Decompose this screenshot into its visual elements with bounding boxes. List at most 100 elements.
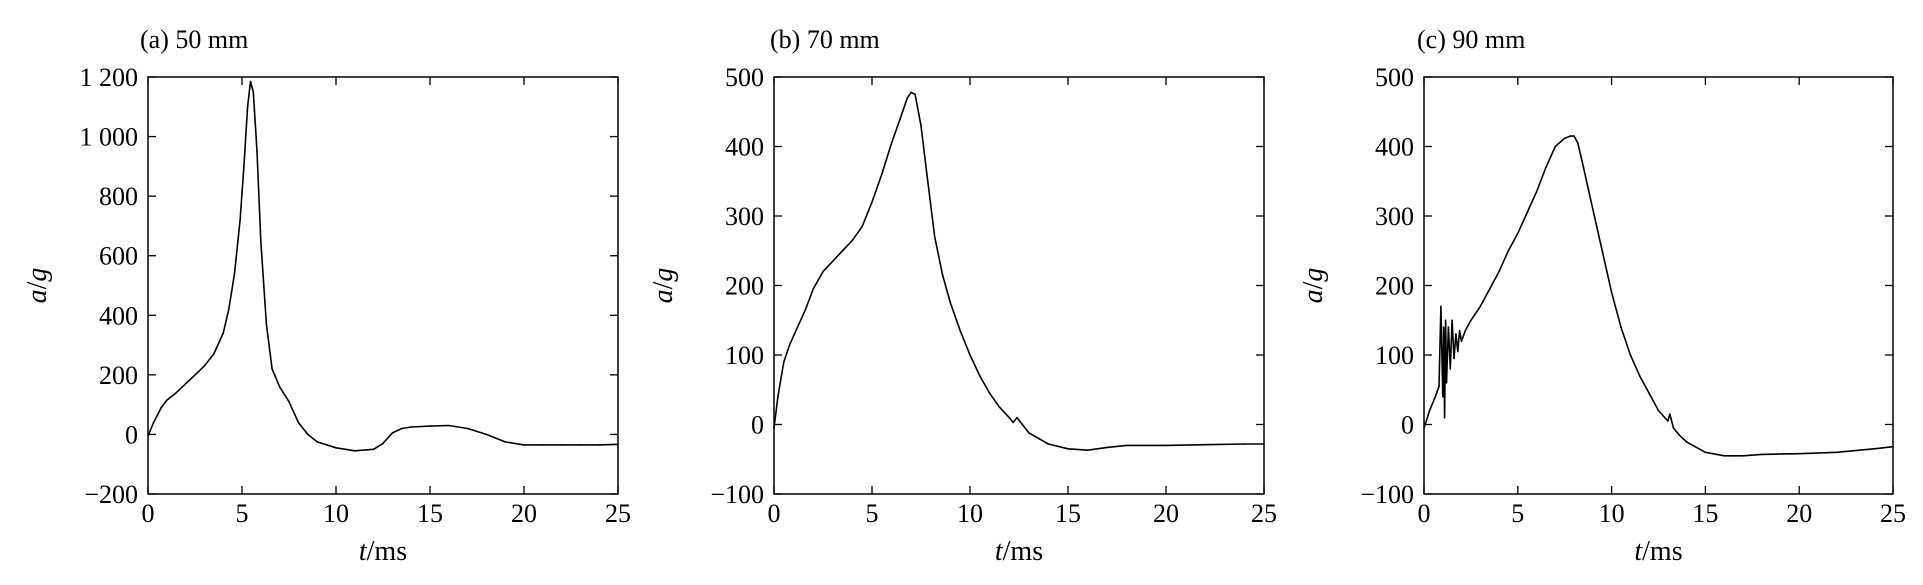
panel-3-series-point — [1678, 434, 1680, 436]
panel-2-series-point — [788, 343, 791, 346]
panel-3-series-point — [1442, 326, 1445, 329]
panel-3-series-point — [1443, 416, 1446, 419]
panel-1-series-point — [260, 240, 262, 242]
panel-1-series-point — [166, 399, 168, 402]
panel-1-ytick-label: 200 — [99, 361, 138, 390]
panel-1-ytick-label: 400 — [99, 301, 138, 330]
panel-3-ytick-label: 200 — [1375, 272, 1414, 301]
panel-1-xtick-label: 20 — [511, 499, 537, 528]
panel-3-series-point — [1479, 305, 1482, 308]
panel-3-x-axis-label: t/ms — [1634, 536, 1682, 567]
panel-2-series-point — [926, 173, 928, 176]
panel-2-series-point — [900, 114, 903, 116]
panel-2-series-point — [1016, 416, 1018, 419]
panel-1-series-point — [152, 421, 155, 424]
panel-1-series-point — [372, 448, 375, 451]
panel-1-series-point — [297, 421, 300, 424]
panel-3-series-point — [1569, 135, 1572, 137]
panel-1-series-point — [228, 308, 230, 311]
panel-1-series-line-1 — [147, 80, 619, 452]
panel-1-series-point — [278, 386, 281, 388]
panel-3-series-point — [1554, 145, 1557, 148]
panel-3-series-point — [1657, 409, 1660, 412]
panel-3-series-point — [1610, 291, 1613, 294]
panel-3-series-point — [1457, 350, 1459, 353]
panel-2-series-point — [1106, 446, 1108, 449]
panel-3-series-point — [1742, 455, 1744, 457]
panel-2-series-line-1 — [773, 91, 1264, 452]
panel-2-series-point — [1028, 432, 1030, 434]
panel-1-x-axis-label: t/ms — [359, 536, 407, 567]
panel-1-series-point — [410, 426, 413, 428]
panel-1-series-point — [213, 353, 215, 355]
panel-2-y-axis-label: a/g — [648, 268, 679, 304]
panel-2-series-point — [998, 406, 1001, 408]
panel-2-series-point — [949, 302, 952, 304]
panel-1-ytick-label: −200 — [84, 480, 138, 509]
panel-3-series-point — [1760, 453, 1763, 456]
panel-1-plot-frame — [147, 76, 619, 495]
panel-3-series-point — [1873, 448, 1875, 450]
panel-2-y-axis-label-var-a: a — [648, 289, 679, 303]
panel-3-series-point — [1470, 319, 1472, 322]
panel-2-series-point — [1126, 444, 1128, 447]
panel-2-series-point — [1047, 443, 1050, 445]
panel-3-series-point — [1648, 392, 1650, 395]
panel-2-xtick-label: 15 — [1055, 499, 1081, 528]
panel-1-series-point — [523, 444, 525, 446]
panel-2-series-point — [1086, 449, 1089, 452]
panel-2-series-point — [841, 249, 844, 252]
panel-2: (b) 70 mm0 5 10 15 20 25−1000100200300400500t… — [648, 25, 1277, 567]
panel-2-series-point — [832, 260, 834, 263]
panel-1-series-point — [485, 433, 488, 436]
panel-3: (c) 90 mm0 5 10 15 20 25−1000100200300400500t… — [1298, 25, 1906, 567]
panel-3-series-point — [1423, 427, 1425, 429]
panel-1-series-point — [233, 272, 236, 275]
panel-1-series-point — [504, 441, 507, 443]
panel-2-xtick-label: 0 — [768, 499, 781, 528]
panel-1-series-point — [307, 433, 309, 436]
panel-2-series-point — [988, 392, 991, 395]
panel-1-series-point — [147, 435, 149, 437]
panel-1-series-point — [222, 332, 224, 335]
panel-3-xtick-label: 25 — [1880, 499, 1906, 528]
panel-3-y-axis-label-var-b: g — [1298, 268, 1329, 282]
panel-3-series-point — [1601, 249, 1603, 252]
panel-1-series-point — [252, 91, 255, 93]
panel-3-ytick-label: 400 — [1375, 133, 1414, 162]
panel-1-series-point — [160, 406, 162, 409]
panel-1-series-point — [401, 427, 403, 430]
panel-3-series-point — [1582, 166, 1585, 169]
panel-2-series-point — [910, 91, 912, 94]
panel-2-ytick-label: 500 — [725, 63, 764, 92]
panel-2-series-point — [914, 93, 916, 96]
panel-3-xtick-label: 0 — [1418, 499, 1431, 528]
panel-3-series-point — [1669, 413, 1671, 415]
panel-3-series-point — [1563, 137, 1566, 139]
panel-2-series-point — [959, 329, 961, 332]
panel-1-xtick-label: 0 — [142, 499, 155, 528]
panel-2-series-point — [1263, 443, 1265, 445]
panel-2-series-point — [969, 354, 971, 356]
panel-1-y-axis-label-sep: / — [22, 281, 53, 289]
panel-2-series-point — [890, 142, 893, 144]
panel-1-series-point — [617, 443, 619, 446]
panel-1-series-point — [542, 444, 544, 446]
panel-2-series-point — [1008, 416, 1010, 419]
panel-3-x-axis-label-unit: /ms — [1642, 536, 1682, 567]
panel-1-ytick-label: 0 — [125, 420, 138, 449]
panel-1-ytick-label: 1 200 — [80, 63, 139, 92]
panel-2-y-axis-label-sep: / — [648, 281, 679, 289]
panel-2-title: (b) 70 mm — [770, 25, 880, 54]
panel-1-series-point — [203, 365, 206, 367]
panel-3-series-point — [1442, 395, 1444, 398]
panel-2-plot-frame — [773, 76, 1265, 495]
panel-2-series-point — [1067, 448, 1069, 450]
panel-2-series-point — [1037, 437, 1040, 440]
panel-2-series-point — [773, 427, 775, 429]
panel-3-series-point — [1460, 340, 1463, 342]
panel-1-series-point — [288, 400, 290, 403]
panel-2-x-axis-label: t/ms — [995, 536, 1043, 567]
panel-1-series-point — [184, 383, 187, 385]
panel-2-series-point — [851, 239, 854, 242]
